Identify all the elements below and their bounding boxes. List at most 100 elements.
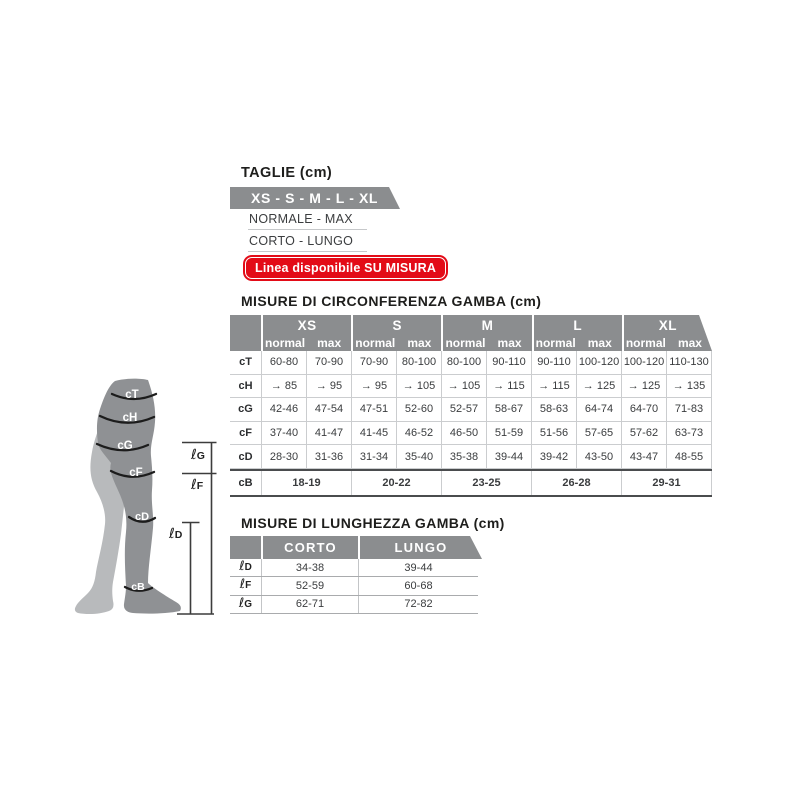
cell: 35-40 — [396, 445, 441, 468]
subcol-max: max — [677, 335, 702, 350]
cell: 63-73 — [666, 421, 712, 445]
column-corto: CORTO — [261, 536, 358, 559]
merged-cell: 20-22 — [351, 470, 441, 495]
length-measure-lines — [177, 441, 217, 615]
cell: 71-83 — [666, 398, 712, 421]
cell: → 115 — [486, 374, 531, 398]
cell: 90-110 — [531, 351, 576, 374]
header-corner-cell — [230, 536, 261, 559]
band-cF — [109, 469, 156, 478]
row-label: cT — [239, 356, 252, 369]
table-row-cH: cH → 85 → 95 → 95 → 105 → 105 → 115 → 11… — [230, 374, 712, 399]
cell: 70-90 — [351, 351, 396, 374]
variant-corto-lungo: CORTO - LUNGO — [249, 234, 354, 248]
band-cD — [127, 515, 157, 523]
size-group-xs: XS normal max — [261, 315, 351, 351]
length-table-title: MISURE DI LUNGHEZZA GAMBA (cm) — [241, 515, 505, 531]
cell: 28-30 — [261, 445, 306, 468]
cell: 52-60 — [396, 398, 441, 421]
band-cH — [98, 414, 156, 424]
band-cG — [95, 442, 150, 452]
cell: 110-130 — [666, 351, 712, 374]
length-table-header: CORTO LUNGO — [230, 536, 482, 559]
subcol-max: max — [317, 335, 342, 350]
size-header: XS — [297, 318, 317, 333]
length-label-lF: ℓF — [190, 477, 204, 493]
row-label: cH — [238, 379, 253, 392]
lF-script-l: ℓ — [190, 477, 197, 493]
row-letter: G — [244, 598, 253, 610]
cell: 60-68 — [358, 577, 478, 595]
length-label-lD: ℓD — [168, 526, 183, 542]
band-cB — [123, 585, 154, 592]
band-label-cF: cF — [129, 467, 142, 479]
row-label: cG — [238, 403, 253, 416]
cell: 60-80 — [261, 351, 306, 374]
circumference-table: XS normal max S normal max M normal max — [230, 315, 712, 497]
cell: 46-52 — [396, 421, 441, 445]
cell: 35-38 — [441, 445, 486, 468]
cell: → 95 — [306, 374, 351, 398]
lG-letter: G — [197, 450, 205, 462]
cell: 34-38 — [261, 559, 358, 577]
cell: 52-59 — [261, 577, 358, 595]
divider-2 — [248, 251, 367, 252]
cell: → 125 — [621, 374, 666, 398]
size-header: L — [573, 318, 583, 333]
cell: 58-63 — [531, 398, 576, 421]
row-label: cB — [238, 476, 253, 489]
cell: 100-120 — [621, 351, 666, 374]
cell: 48-55 — [666, 445, 712, 468]
cell: 64-70 — [621, 398, 666, 421]
circumference-table-title: MISURE DI CIRCONFERENZA GAMBA (cm) — [241, 293, 542, 309]
cell: → 125 — [576, 374, 621, 398]
circumference-table-header: XS normal max S normal max M normal max — [230, 315, 712, 351]
cell: 31-34 — [351, 445, 396, 468]
cell: 41-45 — [351, 421, 396, 445]
cell: 47-51 — [351, 398, 396, 421]
circumference-bands — [95, 392, 158, 592]
script-l: ℓ — [239, 577, 246, 593]
su-misura-badge: Linea disponibile SU MISURA — [245, 257, 447, 279]
subcol-normal: normal — [625, 335, 666, 350]
length-label-lG: ℓG — [190, 447, 205, 463]
subcol-normal: normal — [445, 335, 486, 350]
subcol-normal: normal — [355, 335, 396, 350]
cell: 72-82 — [358, 595, 478, 613]
row-label: cF — [239, 427, 252, 440]
lG-script-l: ℓ — [190, 447, 197, 463]
cell: 37-40 — [261, 421, 306, 445]
cell: → 95 — [351, 374, 396, 398]
cell: 39-42 — [531, 445, 576, 468]
cell: 31-36 — [306, 445, 351, 468]
subcol-normal: normal — [265, 335, 306, 350]
sizes-bar: XS - S - M - L - XL — [230, 187, 400, 209]
cell: 43-50 — [576, 445, 621, 468]
merged-cell: 18-19 — [261, 470, 351, 495]
size-header: M — [481, 318, 494, 333]
merged-cell: 23-25 — [441, 470, 531, 495]
band-label-cD: cD — [135, 511, 149, 523]
row-letter: F — [245, 580, 252, 592]
cell: 80-100 — [441, 351, 486, 374]
cell: 57-65 — [576, 421, 621, 445]
cell: → 105 — [396, 374, 441, 398]
cell: 62-71 — [261, 595, 358, 613]
column-lungo: LUNGO — [358, 536, 482, 559]
cell: 39-44 — [486, 445, 531, 468]
band-label-cB: cB — [131, 581, 145, 593]
cell: 70-90 — [306, 351, 351, 374]
cell: 43-47 — [621, 445, 666, 468]
cell: → 105 — [441, 374, 486, 398]
subcol-max: max — [587, 335, 612, 350]
cell: 47-54 — [306, 398, 351, 421]
cell: 41-47 — [306, 421, 351, 445]
cell: → 135 — [666, 374, 712, 398]
size-group-s: S normal max — [351, 315, 441, 351]
table-row-cT: cT 60-80 70-90 70-90 80-100 80-100 90-11… — [230, 351, 712, 375]
lD-script-l: ℓ — [168, 526, 175, 542]
size-header: S — [392, 318, 403, 333]
